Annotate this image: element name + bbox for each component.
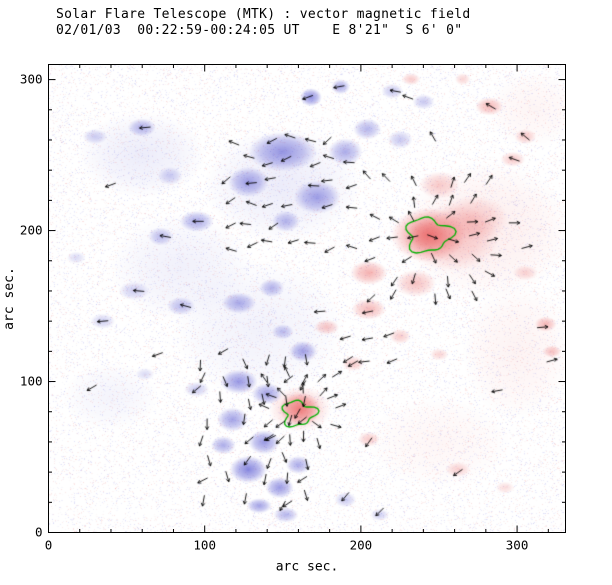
x-tick-label: 200 — [350, 538, 373, 553]
y-tick-label: 0 — [35, 525, 43, 540]
y-tick-label: 300 — [20, 72, 43, 87]
y-axis-label: arc sec. — [2, 267, 17, 330]
y-tick-label: 200 — [20, 223, 43, 238]
x-axis-label: arc sec. — [276, 560, 339, 575]
x-tick-label: 300 — [506, 538, 529, 553]
plot-subtitle: 02/01/03 00:22:59-00:24:05 UT E 8'21" S … — [56, 23, 463, 38]
y-tick-label: 100 — [20, 374, 43, 389]
magnetogram-canvas — [48, 64, 566, 533]
x-tick-label: 0 — [45, 538, 53, 553]
plot-title: Solar Flare Telescope (MTK) : vector mag… — [56, 7, 471, 22]
x-tick-label: 100 — [193, 538, 216, 553]
